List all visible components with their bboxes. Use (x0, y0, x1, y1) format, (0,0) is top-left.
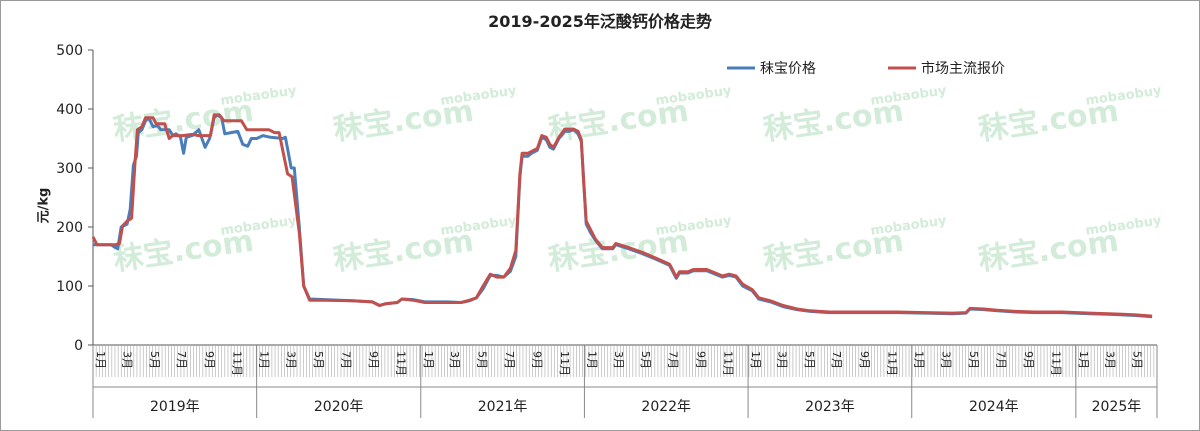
legend-label: 秣宝价格 (760, 60, 816, 77)
y-tick-label: 300 (56, 161, 83, 177)
x-tick-label: 3月 (940, 351, 953, 369)
x-tick-label: 7月 (667, 351, 680, 369)
x-tick-label: 9月 (531, 351, 544, 369)
x-tick-label: 11月 (885, 351, 898, 376)
watermark-subtext: mobaobuy (655, 83, 733, 109)
y-tick-label: 200 (56, 220, 83, 236)
chart-title: 2019-2025年泛酸钙价格走势 (488, 12, 712, 31)
x-tick-label: 1月 (585, 351, 598, 369)
x-tick-label: 3月 (285, 351, 298, 369)
x-tick-label: 9月 (367, 351, 380, 369)
watermark-subtext: mobaobuy (870, 83, 948, 109)
x-tick-label: 11月 (230, 351, 243, 376)
x-tick-label: 3月 (612, 351, 625, 369)
x-tick-label: 1月 (258, 351, 271, 369)
watermark-subtext: mobaobuy (220, 83, 298, 109)
x-tick-label: 1月 (422, 351, 435, 369)
axes-layer: 0 100 200 300 400 500 1月 3月 5月 7月 9月 11月 1月 3月 5月 7月 9月 1… (56, 43, 1158, 418)
x-tick-label: 5月 (148, 351, 161, 369)
x-tick-label: 5月 (803, 351, 816, 369)
year-label: 2020年 (314, 399, 364, 415)
x-tick-label: 5月 (476, 351, 489, 369)
x-tick-label: 11月 (722, 351, 735, 376)
x-tick-label: 5月 (1131, 351, 1144, 369)
watermark-subtext: mobaobuy (1085, 213, 1163, 239)
x-tick-label: 3月 (120, 351, 133, 369)
x-tick-label: 1月 (94, 351, 107, 369)
x-tick-label: 9月 (1022, 351, 1035, 369)
year-label: 2023年 (805, 399, 855, 415)
year-label: 2019年 (150, 399, 200, 415)
year-label: 2022年 (641, 399, 691, 415)
series-layer (91, 113, 1153, 319)
legend-label: 市场主流报价 (921, 60, 1005, 77)
x-tick-label: 9月 (858, 351, 871, 369)
year-label: 2021年 (478, 399, 528, 415)
x-tick-label: 11月 (558, 351, 571, 376)
y-tick-label: 400 (56, 102, 83, 118)
x-tick-label: 7月 (994, 351, 1007, 369)
y-tick-label: 0 (74, 338, 83, 354)
x-tick-label: 5月 (312, 351, 325, 369)
watermark-subtext: mobaobuy (870, 213, 948, 239)
watermark-subtext: mobaobuy (1085, 83, 1163, 109)
legend: 秣宝价格 市场主流报价 (727, 60, 1005, 77)
year-label: 2025年 (1092, 399, 1142, 415)
x-tick-label: 9月 (694, 351, 707, 369)
x-tick-label: 11月 (394, 351, 407, 376)
x-tick-label: 3月 (1103, 351, 1116, 369)
x-tick-label: 1月 (1077, 351, 1090, 369)
x-tick-label: 11月 (1049, 351, 1062, 376)
x-tick-label: 3月 (776, 351, 789, 369)
x-tick-label: 5月 (967, 351, 980, 369)
x-tick-label: 9月 (203, 351, 216, 369)
watermark-subtext: mobaobuy (220, 213, 298, 239)
x-tick-label: 1月 (913, 351, 926, 369)
x-tick-label: 1月 (749, 351, 762, 369)
x-tick-label: 7月 (175, 351, 188, 369)
series-line-market (91, 113, 1153, 318)
x-tick-label: 7月 (830, 351, 843, 369)
y-tick-label: 500 (56, 43, 83, 59)
x-tick-label: 7月 (339, 351, 352, 369)
year-label: 2024年 (969, 399, 1019, 415)
watermark-subtext: mobaobuy (440, 213, 518, 239)
x-tick-label: 3月 (448, 351, 461, 369)
watermark-subtext: mobaobuy (440, 83, 518, 109)
y-tick-label: 100 (56, 279, 83, 295)
x-tick-label: 5月 (639, 351, 652, 369)
x-tick-label: 7月 (503, 351, 516, 369)
watermark-subtext: mobaobuy (655, 213, 733, 239)
